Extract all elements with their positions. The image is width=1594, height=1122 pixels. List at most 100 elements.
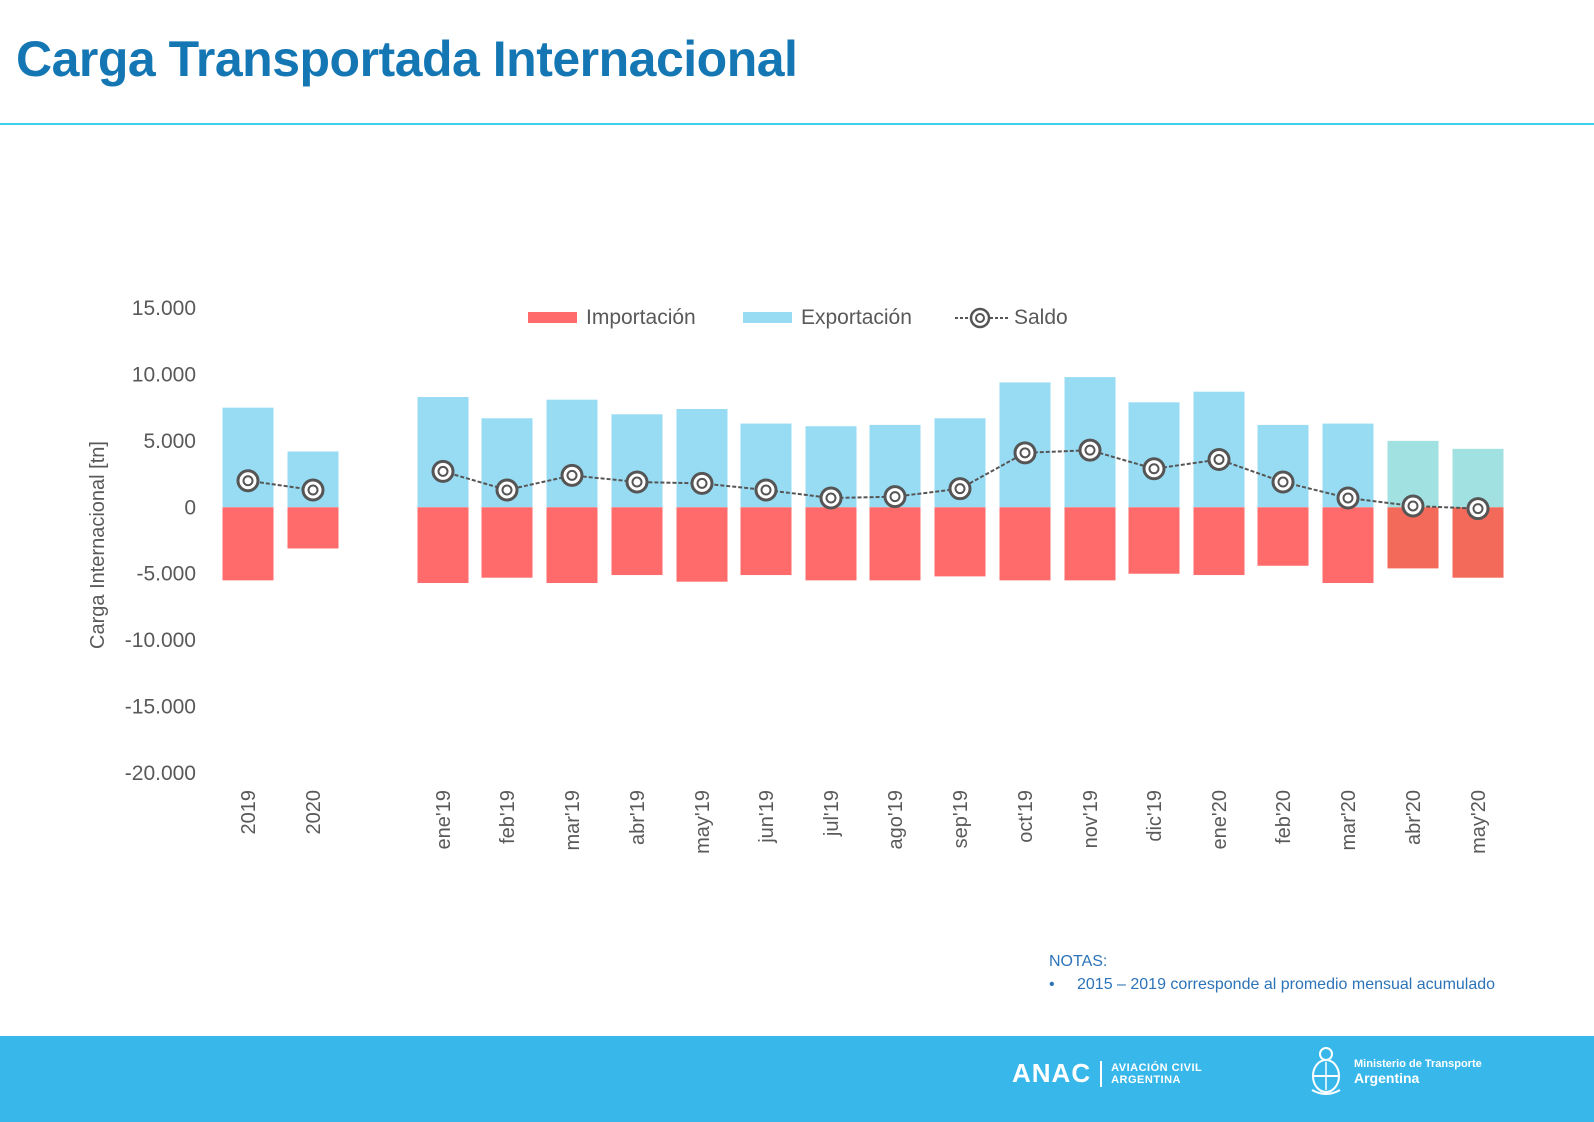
bar-exportacion [222, 407, 274, 508]
bar-importacion [481, 507, 533, 578]
bars [222, 377, 1504, 584]
notes-item: • 2015 – 2019 corresponde al promedio men… [1049, 973, 1495, 996]
x-tick-label: jun'19 [756, 790, 778, 844]
legend-label-importacion: Importación [586, 306, 696, 329]
saldo-point-inner [631, 476, 643, 488]
national-seal-icon [1311, 1047, 1341, 1095]
bar-importacion [1387, 507, 1439, 569]
notes-heading: NOTAS: [1049, 953, 1108, 970]
anac-subtitle: AVIACIÓN CIVIL ARGENTINA [1111, 1062, 1202, 1086]
saldo-point-inner [242, 475, 254, 487]
x-tick-label: nov'19 [1080, 790, 1102, 848]
x-tick-label: 2019 [238, 790, 260, 835]
bar-importacion [676, 507, 728, 582]
x-tick-label: may'19 [692, 790, 714, 854]
bar-importacion [999, 507, 1051, 581]
anac-separator [1100, 1060, 1103, 1087]
notes-bullet: • [1049, 976, 1055, 993]
saldo-point-inner [954, 483, 966, 495]
x-tick-label: abr'19 [627, 790, 649, 845]
x-tick-label: mar'20 [1338, 790, 1360, 851]
x-tick-label: ene'20 [1209, 790, 1231, 849]
legend-swatch-importacion [528, 312, 577, 323]
x-tick-label: may'20 [1468, 790, 1490, 854]
y-tick-label: -15.000 [125, 696, 196, 719]
notes: NOTAS: • 2015 – 2019 corresponde al prome… [1049, 950, 1495, 996]
bar-importacion [869, 507, 921, 581]
saldo-point-inner [1019, 447, 1031, 459]
y-tick-label: 10.000 [132, 363, 196, 386]
y-axis: 15.000 10.000 5.000 0 -5.000 -10.000 -15.000 -2… [125, 297, 196, 785]
bar-exportacion [417, 397, 469, 508]
legend-marker-saldo-inner [975, 313, 985, 323]
x-tick-label: feb'20 [1273, 790, 1295, 844]
ministerio-line1: Ministerio de Transporte [1354, 1058, 1482, 1070]
saldo-point-inner [1213, 453, 1225, 465]
saldo-point-inner [1342, 492, 1354, 504]
x-tick-label: feb'19 [497, 790, 519, 844]
x-tick-label: dic'19 [1144, 790, 1166, 842]
y-tick-label: -10.000 [125, 629, 196, 652]
anac-subtitle-line1: AVIACIÓN CIVIL [1111, 1061, 1203, 1074]
saldo-line [236, 438, 1490, 521]
page-title: Carga Transportada Internacional [16, 31, 798, 87]
saldo-point-inner [696, 477, 708, 489]
saldo-point-inner [825, 492, 837, 504]
legend-label-saldo: Saldo [1014, 306, 1068, 329]
anac-subtitle-line2: ARGENTINA [1111, 1073, 1181, 1086]
bar-importacion [417, 507, 469, 584]
saldo-point-inner [501, 484, 513, 496]
bar-importacion [934, 507, 986, 577]
x-tick-label: sep'19 [950, 790, 972, 848]
x-tick-label: abr'20 [1403, 790, 1425, 845]
anac-mark: ANAC [1012, 1058, 1092, 1088]
x-tick-label: jul'19 [821, 790, 843, 837]
saldo-point-inner [1407, 500, 1419, 512]
y-tick-label: 0 [184, 496, 196, 519]
bar-importacion [546, 507, 598, 584]
bar-exportacion [1257, 424, 1309, 508]
x-tick-label: oct'19 [1015, 790, 1037, 843]
bar-importacion [1193, 507, 1245, 576]
saldo-point-inner [307, 484, 319, 496]
bar-importacion [1128, 507, 1180, 574]
legend-swatch-exportacion [743, 312, 792, 323]
y-tick-label: -5.000 [136, 563, 196, 586]
y-tick-label: 15.000 [132, 297, 196, 320]
saldo-point-inner [1148, 463, 1160, 475]
ministerio-line2: Argentina [1354, 1070, 1420, 1086]
bar-importacion [1064, 507, 1116, 581]
x-tick-label: ene'19 [433, 790, 455, 849]
saldo-point-inner [1472, 503, 1484, 515]
notes-item-text: 2015 – 2019 corresponde al promedio mens… [1077, 976, 1496, 993]
y-tick-label: -20.000 [125, 762, 196, 785]
chart: 15.000 10.000 5.000 0 -5.000 -10.000 -15.000 -2… [87, 297, 1504, 854]
bar-exportacion [546, 399, 598, 508]
y-axis-label: Carga Internacional [tn] [87, 441, 109, 649]
bar-importacion [222, 507, 274, 581]
x-tick-label: ago'19 [885, 790, 907, 849]
footer: ANAC AVIACIÓN CIVIL ARGENTINA Ministerio… [0, 1036, 1594, 1122]
legend: Importación Exportación Saldo [528, 306, 1068, 329]
x-tick-label: 2020 [303, 790, 325, 835]
saldo-point-inner [1084, 444, 1096, 456]
bar-importacion [611, 507, 663, 576]
saldo-point-inner [566, 469, 578, 481]
title-divider [0, 123, 1594, 125]
bar-exportacion [1128, 402, 1180, 508]
legend-label-exportacion: Exportación [801, 306, 912, 329]
bar-importacion [740, 507, 792, 576]
bar-importacion [287, 507, 339, 549]
saldo-point-inner [760, 484, 772, 496]
saldo-point-inner [1277, 476, 1289, 488]
saldo-point-inner [889, 491, 901, 503]
anac-logo: ANAC AVIACIÓN CIVIL ARGENTINA [1012, 1058, 1202, 1089]
bar-importacion [1322, 507, 1374, 584]
bar-importacion [1257, 507, 1309, 566]
x-axis: 2019 2020 ene'19 feb'19 mar'19 abr'19 may'19 ju… [238, 790, 1490, 854]
ministerio-logo: Ministerio de Transporte Argentina [1308, 1046, 1482, 1098]
bar-importacion [805, 507, 857, 581]
x-tick-label: mar'19 [562, 790, 584, 851]
saldo-point-inner [437, 465, 449, 477]
y-tick-label: 5.000 [143, 430, 196, 453]
